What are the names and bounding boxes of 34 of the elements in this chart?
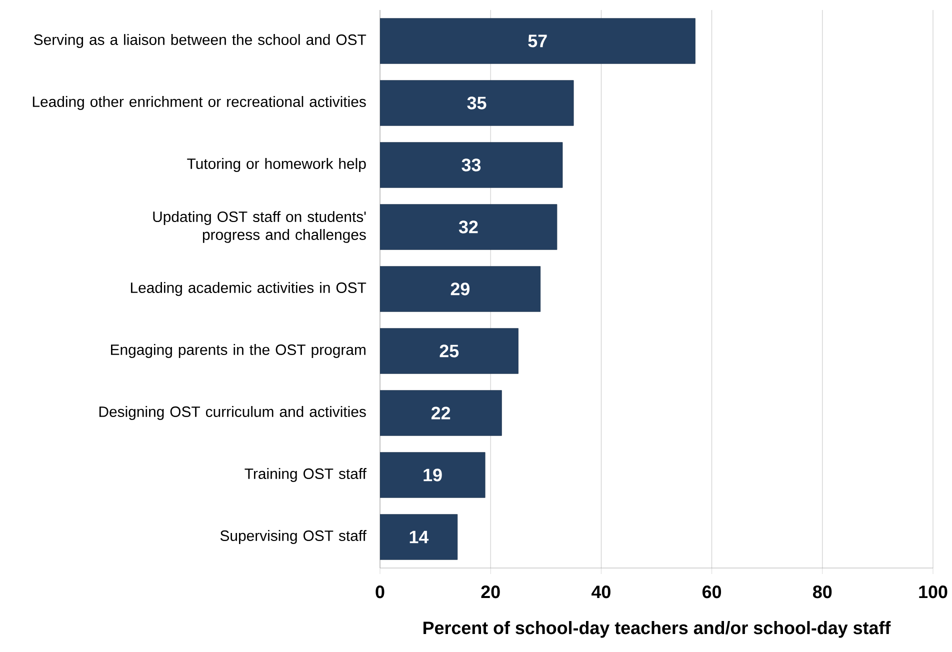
y-tick-label: Training OST staff xyxy=(244,468,366,482)
x-tick-label: 60 xyxy=(702,586,722,598)
x-tick-label: 80 xyxy=(812,586,832,598)
data-label: 32 xyxy=(458,220,478,234)
data-label: 33 xyxy=(462,158,481,172)
y-tick-label: Leading academic activities in OST xyxy=(130,282,366,296)
x-tick-label: 20 xyxy=(481,586,500,598)
y-tick-label: Supervising OST staff xyxy=(220,530,366,544)
bar xyxy=(380,328,518,374)
bar xyxy=(380,390,502,436)
data-label: 35 xyxy=(467,96,486,110)
x-tick-label: 40 xyxy=(591,586,610,598)
data-label: 14 xyxy=(410,530,429,544)
bar xyxy=(380,80,574,126)
y-tick-label: Updating OST staff on students' progress and challenges xyxy=(153,211,366,243)
data-label: 22 xyxy=(431,406,450,420)
y-tick-label: Designing OST curriculum and activities xyxy=(99,406,366,420)
bar xyxy=(380,18,696,64)
bar xyxy=(380,452,486,498)
y-tick-label: Serving as a liaison between the school and OST xyxy=(34,34,366,48)
y-tick-label: Leading other enrichment or recreational activities xyxy=(32,96,366,110)
bar xyxy=(380,266,541,312)
bar xyxy=(380,514,458,560)
x-tick-label: 0 xyxy=(376,586,384,598)
bar xyxy=(380,142,563,188)
data-label: 25 xyxy=(440,344,459,358)
y-tick-label: Tutoring or homework help xyxy=(187,158,366,172)
data-label: 29 xyxy=(450,282,470,296)
data-label: 57 xyxy=(528,34,547,48)
bar xyxy=(380,204,558,250)
x-tick-label: 100 xyxy=(919,586,948,598)
data-label: 19 xyxy=(424,468,442,482)
x-axis-title: Percent of school-day teachers and/or school-day staff xyxy=(424,621,891,638)
y-tick-label: Engaging parents in the OST program xyxy=(111,344,366,358)
